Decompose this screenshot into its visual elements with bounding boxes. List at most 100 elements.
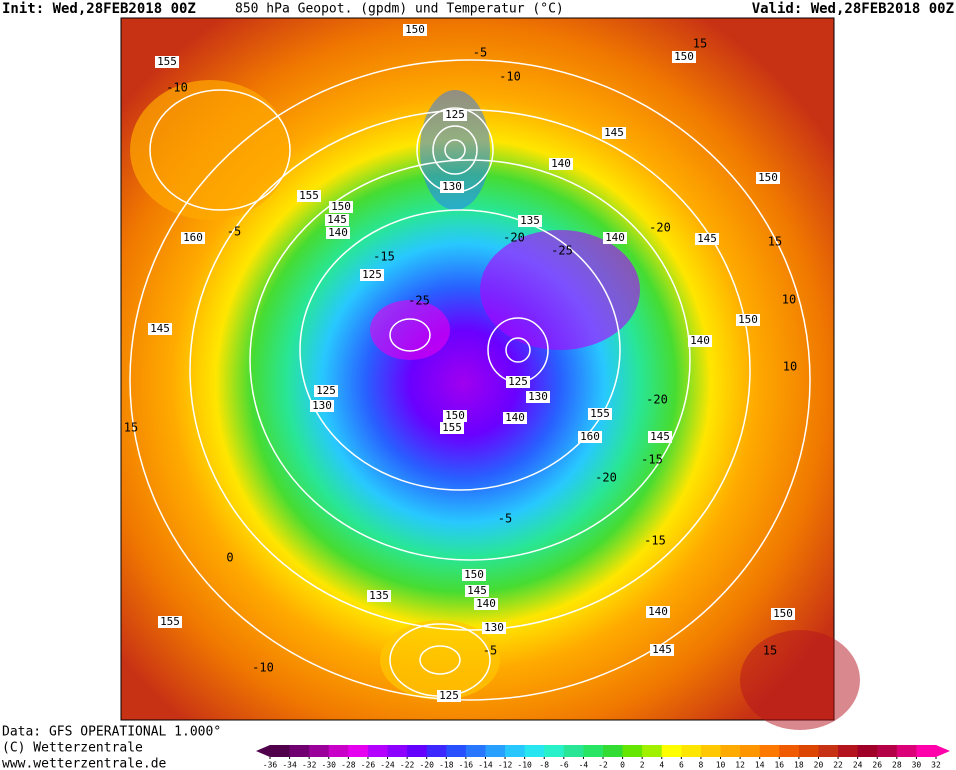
label-box [688, 335, 712, 347]
label-box [695, 233, 719, 245]
colorbar-swatch [779, 745, 800, 757]
geopotential-label: 150 [445, 409, 465, 422]
colorbar-tick-label: -28 [341, 761, 356, 770]
geopotential-label: 150 [405, 23, 425, 36]
label-box [148, 323, 172, 335]
geopotential-label: 125 [439, 689, 459, 702]
label-box [367, 590, 391, 602]
colorbar-swatch [798, 745, 819, 757]
temperature-label: 15 [763, 644, 777, 658]
colorbar-swatch [544, 745, 565, 757]
label-box [603, 232, 627, 244]
data-source: Data: GFS OPERATIONAL 1.000° [2, 725, 221, 740]
label-box [437, 690, 461, 702]
temperature-label: -10 [252, 661, 274, 675]
label-box [314, 385, 338, 397]
colorbar-tick-label: 24 [853, 761, 863, 770]
geopotential-label: 135 [369, 589, 389, 602]
colorbar-tick-label: 6 [679, 761, 684, 770]
colorbar-tick-label: -16 [459, 761, 474, 770]
colorbar-swatch [446, 745, 467, 757]
colorbar-swatch [838, 745, 859, 757]
geopotential-label: 145 [650, 430, 670, 443]
colorbar-tick-label: 18 [794, 761, 804, 770]
label-box [325, 214, 349, 226]
colorbar-swatch [485, 745, 506, 757]
geopotential-label: 140 [476, 597, 496, 610]
geopotential-label: 145 [150, 322, 170, 335]
colorbar-tick-label: 28 [892, 761, 902, 770]
geopotential-label: 145 [327, 213, 347, 226]
colorbar-tick-label: -8 [539, 761, 549, 770]
colorbar-tick-label: -26 [361, 761, 376, 770]
colorbar-tick-label: -4 [579, 761, 589, 770]
geopotential-label: 155 [160, 615, 180, 628]
geopotential-label: 130 [528, 390, 548, 403]
label-box [440, 181, 464, 193]
colorbar-tick-label: 14 [755, 761, 765, 770]
label-box [462, 569, 486, 581]
colorbar-tick-label: -34 [282, 761, 297, 770]
colorbar-swatch [348, 745, 369, 757]
colorbar-swatch [896, 745, 917, 757]
colorbar-swatch [740, 745, 761, 757]
colorbar-tick-label: -6 [559, 761, 569, 770]
temperature-label: -15 [644, 534, 666, 548]
colorbar-swatch [524, 745, 545, 757]
colorbar-swatch [289, 745, 310, 757]
geopotential-label: 125 [316, 384, 336, 397]
colorbar-swatch [426, 745, 447, 757]
label-box [518, 215, 542, 227]
label-box [403, 24, 427, 36]
label-box [443, 410, 467, 422]
geopotential-label: 150 [773, 607, 793, 620]
geopotential-label: 150 [674, 50, 694, 63]
geopotential-label: 130 [312, 399, 332, 412]
geopotential-label: 150 [758, 171, 778, 184]
map-title: 850 hPa Geopot. (gpdm) und Temperatur (°… [235, 2, 564, 17]
temperature-label: -25 [551, 244, 573, 258]
geopotential-label: 125 [445, 108, 465, 121]
label-box [602, 127, 626, 139]
temperature-label: -15 [373, 250, 395, 264]
temperature-label: -20 [595, 471, 617, 485]
geopotential-label: 140 [605, 231, 625, 244]
temperature-label: -25 [408, 294, 430, 308]
colorbar-tick-label: 0 [620, 761, 625, 770]
colorbar-tick-label: -36 [263, 761, 278, 770]
colorbar-tick-label: -12 [498, 761, 513, 770]
label-box [310, 400, 334, 412]
label-box [506, 376, 530, 388]
geopotential-label: 140 [328, 226, 348, 239]
temperature-label: 15 [768, 235, 782, 249]
geopotential-label: 130 [484, 621, 504, 634]
temperature-label: -10 [166, 81, 188, 95]
temperature-label: -5 [498, 512, 512, 526]
geopotential-label: 140 [551, 157, 571, 170]
geopotential-label: 160 [183, 231, 203, 244]
colorbar-tick-label: 12 [735, 761, 745, 770]
label-box [503, 412, 527, 424]
temperature-label: -20 [649, 221, 671, 235]
temperature-label: 15 [124, 421, 138, 435]
label-box [648, 431, 672, 443]
colorbar-swatch [681, 745, 702, 757]
colorbar-swatch [661, 745, 682, 757]
temperature-label: 10 [783, 360, 797, 374]
temperature-label: 0 [226, 551, 233, 565]
temperature-label: -5 [227, 225, 241, 239]
website: www.wetterzentrale.de [2, 757, 167, 770]
init-time: Init: Wed,28FEB2018 00Z [2, 1, 196, 17]
colorbar-tick-label: -22 [400, 761, 415, 770]
colorbar-swatch [916, 745, 937, 757]
label-box [440, 422, 464, 434]
colorbar-swatch [877, 745, 898, 757]
colorbar-swatch [465, 745, 486, 757]
label-box [158, 616, 182, 628]
temperature-label: -15 [641, 453, 663, 467]
colorbar-tick-label: -10 [517, 761, 532, 770]
colorbar-tick-label: -32 [302, 761, 317, 770]
temperature-label: -5 [483, 644, 497, 658]
colorbar-swatch [642, 745, 663, 757]
